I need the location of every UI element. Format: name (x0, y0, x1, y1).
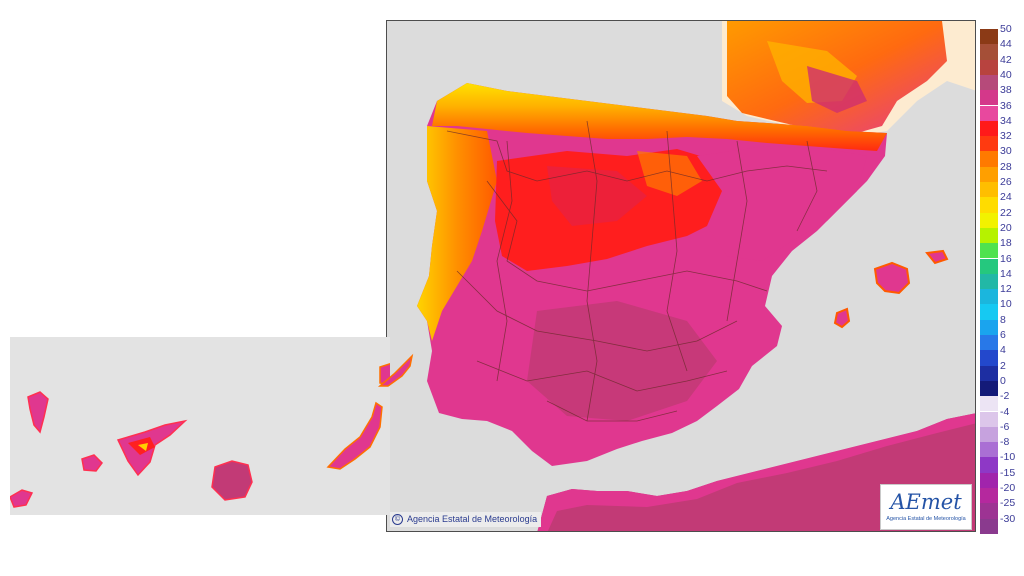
legend-swatch (980, 335, 998, 351)
legend-label: 12 (1000, 283, 1012, 296)
la-gomera (81, 454, 103, 472)
legend-label: 16 (1000, 252, 1012, 265)
north-band (432, 83, 887, 151)
canary-islands-inset[interactable] (10, 337, 390, 515)
la-palma (27, 391, 49, 434)
canary-islands-svg (10, 363, 390, 508)
legend-swatch (980, 457, 998, 473)
logo-subtitle: Agencia Estatal de Meteorología (886, 516, 966, 522)
copyright-icon: © (392, 514, 403, 526)
legend-label: 34 (1000, 114, 1012, 127)
legend-label: 0 (1000, 374, 1006, 387)
legend-swatch (980, 227, 998, 244)
fuerteventura (326, 401, 383, 470)
legend-swatch (980, 151, 998, 167)
menorca (925, 249, 949, 265)
el-hierro (10, 489, 34, 508)
temperature-legend (980, 29, 998, 534)
legend-swatch (980, 472, 998, 488)
credit-line: © Agencia Estatal de Meteorología (390, 512, 542, 528)
legend-label: -2 (1000, 390, 1010, 403)
legend-label: -30 (1000, 512, 1016, 525)
legend-swatch (980, 258, 998, 274)
legend-swatch (980, 243, 998, 259)
legend-swatch (980, 411, 998, 427)
legend-swatch (980, 488, 998, 504)
legend-swatch (980, 319, 998, 335)
legend-swatch (980, 105, 998, 121)
legend-label: 20 (1000, 221, 1012, 234)
credit-text: Agencia Estatal de Meteorología (407, 514, 538, 524)
legend-label: 10 (1000, 298, 1012, 311)
legend-swatch (980, 44, 998, 60)
legend-swatch (980, 212, 998, 228)
gran-canaria (211, 460, 253, 501)
logo-wordmark: AEmet (890, 490, 962, 514)
legend-swatch (980, 59, 998, 75)
temperature-map[interactable] (386, 20, 976, 532)
legend-label: 6 (1000, 329, 1006, 341)
legend-label: -20 (1000, 482, 1016, 494)
legend-swatch (980, 273, 998, 290)
west-band (417, 126, 497, 341)
legend-swatch (980, 182, 998, 198)
legend-swatch (980, 197, 998, 213)
legend-swatch (980, 442, 998, 458)
legend-label: 22 (1000, 206, 1012, 219)
legend-label: 8 (1000, 313, 1006, 326)
legend-label: 28 (1000, 160, 1012, 173)
legend-label: -15 (1000, 466, 1016, 479)
province-boundaries (446, 120, 828, 422)
lanzarote-edge (377, 353, 414, 387)
legend-label: 30 (1000, 145, 1012, 158)
legend-swatch (980, 29, 998, 45)
legend-swatch (980, 503, 998, 519)
legend-label: 24 (1000, 191, 1012, 204)
legend-swatch (980, 289, 998, 305)
legend-label: -4 (1000, 405, 1010, 418)
ibiza (833, 307, 851, 329)
legend-label: 44 (1000, 38, 1012, 51)
legend-swatch (980, 74, 998, 91)
aemet-logo: AEmet Agencia Estatal de Meteorología (880, 484, 972, 530)
legend-label: -6 (1000, 420, 1010, 433)
legend-label: 36 (1000, 99, 1012, 112)
mallorca (873, 261, 911, 295)
legend-swatch (980, 396, 998, 412)
legend-swatch (980, 304, 998, 320)
legend-swatch (980, 426, 998, 443)
legend-swatch (980, 350, 998, 366)
legend-swatch (980, 90, 998, 106)
legend-label: 4 (1000, 344, 1006, 357)
legend-label: -8 (1000, 436, 1010, 449)
legend-label: -25 (1000, 497, 1016, 510)
legend-swatch (980, 166, 998, 182)
legend-swatch (980, 136, 998, 152)
legend-label: 2 (1000, 359, 1006, 372)
legend-label: 42 (1000, 53, 1012, 66)
legend-label: -10 (1000, 451, 1016, 464)
legend-swatch (980, 365, 998, 381)
legend-label: 50 (1000, 23, 1012, 35)
iberia-map-svg (417, 21, 975, 531)
legend-label: 32 (1000, 130, 1012, 143)
legend-label: 40 (1000, 68, 1012, 81)
legend-label: 18 (1000, 237, 1012, 250)
legend-swatch (980, 120, 998, 137)
legend-label: 38 (1000, 84, 1012, 97)
legend-swatch (980, 518, 998, 534)
legend-label: 26 (1000, 176, 1012, 188)
legend-label: 14 (1000, 267, 1012, 280)
legend-swatch (980, 380, 998, 397)
